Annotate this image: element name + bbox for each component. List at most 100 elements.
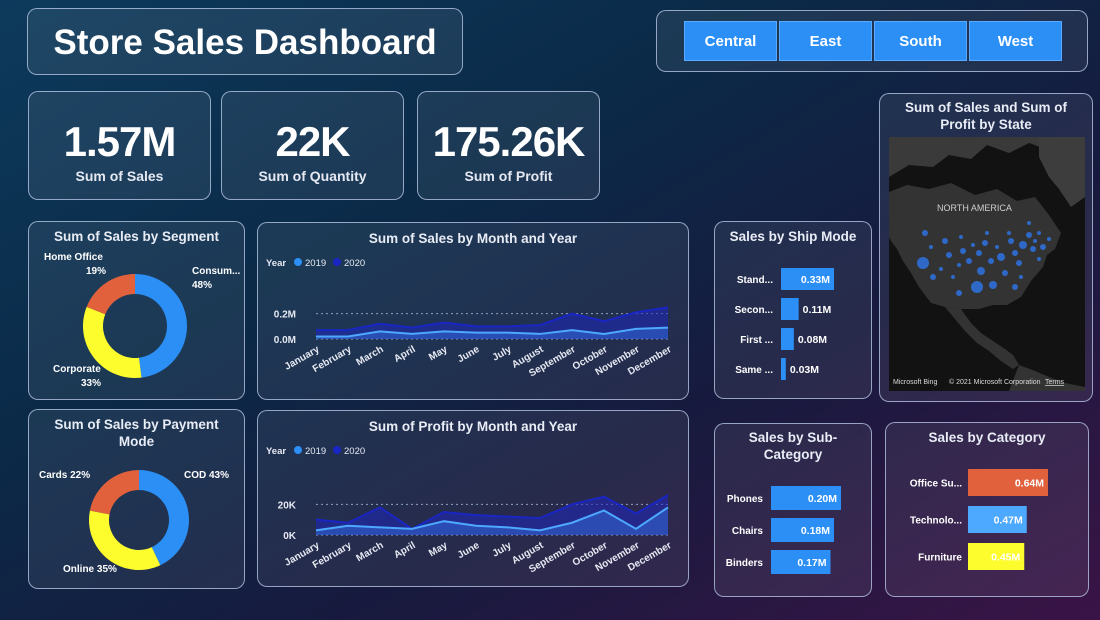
segment-chart-card: Sum of Sales by Segment Home Office 19% … <box>28 221 245 400</box>
category-bar[interactable] <box>968 543 1025 570</box>
state-bubble[interactable] <box>1030 246 1036 252</box>
state-bubble[interactable] <box>960 248 966 254</box>
category-bars[interactable]: Office Su... 0.64M Technolo... 0.47M Furnitu… <box>910 469 1048 570</box>
ship-bar[interactable] <box>781 298 799 320</box>
state-bubble[interactable] <box>966 258 972 264</box>
sub-category-bars[interactable]: Phones 0.20M Chairs 0.18M Binders 0.17M <box>726 486 841 574</box>
payment-slice-2[interactable] <box>89 470 139 515</box>
ship-value-label: 0.11M <box>803 304 832 316</box>
map-terms-link[interactable]: Terms <box>1045 379 1065 386</box>
region-slicer: Central East South West <box>656 10 1088 72</box>
payment-label-online: Online 35% <box>63 564 117 575</box>
state-bubble[interactable] <box>917 257 929 269</box>
payment-donut-chart[interactable]: Cards 22% COD 43% Online 35% <box>29 448 244 588</box>
state-bubble[interactable] <box>1007 231 1011 235</box>
ship-bar[interactable] <box>781 268 834 290</box>
segment-slice-0[interactable] <box>135 274 188 378</box>
sales-line-2019[interactable] <box>316 326 669 338</box>
segment-donut-chart[interactable]: Home Office 19% Consum... 48% Corporate … <box>29 248 244 398</box>
ship-category-label: First ... <box>740 335 773 346</box>
state-bubble[interactable] <box>1026 232 1032 238</box>
state-bubble[interactable] <box>971 281 983 293</box>
ship-category-label: Same ... <box>735 365 773 376</box>
state-bubble[interactable] <box>959 235 963 239</box>
state-bubble[interactable] <box>1008 238 1014 244</box>
state-bubble[interactable] <box>922 230 928 236</box>
state-bubble[interactable] <box>977 267 985 275</box>
map-state-bubbles[interactable] <box>917 221 1051 296</box>
profit-line-2020[interactable] <box>315 494 669 531</box>
ship-mode-bars[interactable]: Stand... 0.33M Secon... 0.11M First ... 0.08M… <box>735 268 834 380</box>
subcat-bar[interactable] <box>771 486 841 510</box>
state-bubble[interactable] <box>976 250 982 256</box>
state-bubble[interactable] <box>1012 284 1018 290</box>
state-bubble[interactable] <box>1037 257 1041 261</box>
segment-slice-2[interactable] <box>86 274 135 315</box>
region-button-west[interactable]: West <box>969 21 1062 61</box>
state-bubble[interactable] <box>939 267 943 271</box>
state-bubble[interactable] <box>1012 250 1018 256</box>
ship-mode-bar-chart[interactable]: Stand... 0.33M Secon... 0.11M First ... 0.08M… <box>715 248 871 398</box>
legend-title: Year <box>266 258 286 269</box>
chart-title: Sum of Sales by Segment <box>53 229 220 244</box>
state-bubble[interactable] <box>957 263 961 267</box>
region-button-central[interactable]: Central <box>684 21 777 61</box>
payment-donut-slices[interactable] <box>89 470 189 570</box>
state-bubble[interactable] <box>988 258 994 264</box>
state-bubble[interactable] <box>989 281 997 289</box>
payment-slice-1[interactable] <box>89 510 161 570</box>
category-value-label: 0.64M <box>1015 478 1044 490</box>
state-bubble[interactable] <box>997 253 1005 261</box>
payment-slice-0[interactable] <box>139 470 189 566</box>
segment-percent-home-office: 19% <box>86 266 106 277</box>
segment-donut-slices[interactable] <box>83 274 188 378</box>
region-button-east[interactable]: East <box>779 21 872 61</box>
state-bubble[interactable] <box>1019 241 1027 249</box>
subcat-category-label: Binders <box>726 558 764 569</box>
state-bubble[interactable] <box>946 252 952 258</box>
state-bubble[interactable] <box>1027 221 1031 225</box>
state-bubble[interactable] <box>1037 231 1041 235</box>
state-bubble[interactable] <box>982 240 988 246</box>
ship-bar[interactable] <box>781 328 794 350</box>
payment-label-cod: COD 43% <box>184 470 229 481</box>
state-bubble[interactable] <box>930 274 936 280</box>
state-bubble[interactable] <box>951 275 955 279</box>
state-bubble[interactable] <box>1040 244 1046 250</box>
sub-category-bar-chart[interactable]: Phones 0.20M Chairs 0.18M Binders 0.17M <box>715 466 871 596</box>
category-bar[interactable] <box>968 506 1027 533</box>
state-bubble[interactable] <box>1002 270 1008 276</box>
subcat-value-label: 0.17M <box>797 557 826 569</box>
state-bubble[interactable] <box>985 231 989 235</box>
category-bar[interactable] <box>968 469 1048 496</box>
kpi-value: 22K <box>275 118 350 165</box>
state-bubble[interactable] <box>1016 260 1022 266</box>
kpi-value: 175.26K <box>432 118 586 165</box>
category-bar-chart[interactable]: Office Su... 0.64M Technolo... 0.47M Furnitu… <box>886 449 1088 599</box>
profit-month-chart-card: Sum of Profit by Month and Year Year 201… <box>257 410 689 587</box>
legend-dot-2020 <box>333 258 341 266</box>
subcat-bar[interactable] <box>771 550 831 574</box>
profit-line-2019[interactable] <box>315 506 669 532</box>
state-bubble[interactable] <box>971 243 975 247</box>
state-bubble[interactable] <box>995 245 999 249</box>
state-map[interactable]: NORTH AMERICA Microsoft Bing © 2021 Micr… <box>889 137 1085 391</box>
ship-bar[interactable] <box>781 358 786 380</box>
map-region-label: NORTH AMERICA <box>937 203 1012 213</box>
state-bubble[interactable] <box>929 245 933 249</box>
state-bubble[interactable] <box>1019 275 1023 279</box>
sales-line-2020[interactable] <box>316 306 669 332</box>
state-bubble[interactable] <box>1047 237 1051 241</box>
state-bubble[interactable] <box>1033 239 1037 243</box>
state-bubble[interactable] <box>956 290 962 296</box>
segment-slice-1[interactable] <box>83 306 142 378</box>
subcat-bar[interactable] <box>771 518 834 542</box>
map-land-mexico <box>945 307 1019 369</box>
category-category-label: Technolo... <box>910 516 962 527</box>
region-button-south[interactable]: South <box>874 21 967 61</box>
state-bubble[interactable] <box>942 238 948 244</box>
